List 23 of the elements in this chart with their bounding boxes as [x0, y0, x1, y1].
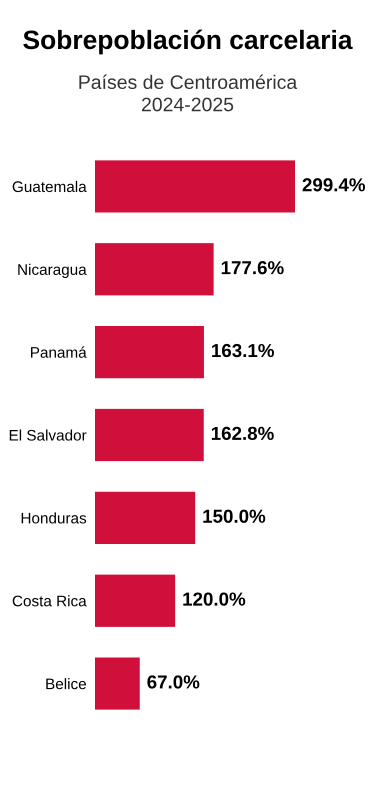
y-tick-label: Panamá — [31, 346, 87, 358]
bar — [95, 657, 140, 710]
bar — [95, 492, 196, 544]
data-label: 120.0% — [183, 592, 246, 606]
y-tick-label: Guatemala — [12, 180, 87, 192]
data-label: 299.4% — [302, 178, 366, 192]
chart-subtitle: Países de Centroamérica 2024-2025 — [79, 74, 298, 112]
y-tick-label: Belice — [46, 678, 86, 690]
data-label: 162.8% — [212, 426, 274, 440]
bar — [95, 408, 204, 462]
y-tick-label: Costa Rica — [12, 595, 87, 606]
bar — [95, 574, 176, 627]
y-tick-label: El Salvador — [10, 429, 86, 441]
chart-title: Sobrepoblación carcelaria — [23, 30, 353, 54]
data-label: 177.6% — [222, 261, 284, 274]
data-label: 163.1% — [212, 344, 274, 358]
y-tick-label: Honduras — [22, 512, 86, 524]
data-label: 150.0% — [203, 510, 266, 523]
bar — [95, 243, 214, 296]
y-tick-label: Nicaragua — [18, 264, 87, 278]
bar — [95, 326, 204, 378]
bar — [95, 160, 295, 213]
data-label: 67.0% — [147, 675, 200, 689]
